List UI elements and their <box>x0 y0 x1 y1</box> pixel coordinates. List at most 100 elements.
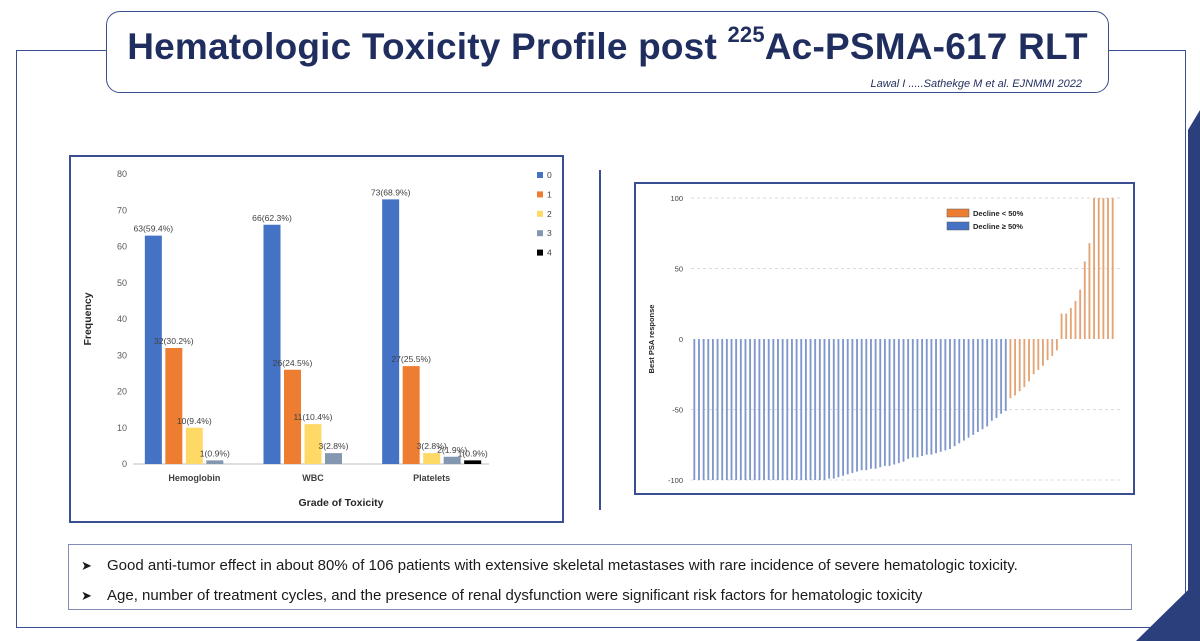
bar-series-0 <box>382 199 400 464</box>
waterfall-bar <box>814 339 817 480</box>
waterfall-bar <box>711 339 714 480</box>
y-tick-label: 50 <box>675 265 683 274</box>
y-tick-label: 0 <box>679 335 683 344</box>
bar-series-0 <box>263 224 281 464</box>
waterfall-bar <box>967 339 970 438</box>
waterfall-bar <box>1042 339 1044 366</box>
waterfall-bar <box>972 339 975 435</box>
y-tick-label: 40 <box>117 314 127 324</box>
waterfall-bar <box>851 339 854 473</box>
waterfall-bar <box>818 339 821 480</box>
waterfall-bar <box>763 339 765 480</box>
waterfall-bar <box>962 339 965 441</box>
waterfall-bar <box>842 339 845 476</box>
waterfall-bar <box>786 339 789 480</box>
waterfall-bar <box>800 339 803 480</box>
y-tick-label: 70 <box>117 205 127 215</box>
waterfall-bar <box>995 339 998 418</box>
waterfall-bar <box>990 339 993 421</box>
waterfall-bar <box>809 339 812 480</box>
waterfall-bar <box>976 339 979 433</box>
waterfall-bar <box>725 339 728 480</box>
title-rest: Ac-PSMA-617 RLT <box>764 26 1088 67</box>
waterfall-bar <box>1074 300 1077 339</box>
y-tick-label: 30 <box>117 350 127 360</box>
waterfall-bar <box>1000 339 1003 414</box>
x-tick-label: Hemoglobin <box>168 473 220 483</box>
waterfall-bar <box>870 339 872 469</box>
y-tick-label: 100 <box>670 194 683 203</box>
y-tick-label: 0 <box>122 459 127 469</box>
corner-decoration <box>1136 110 1200 641</box>
legend-swatch <box>537 191 543 198</box>
waterfall-bar <box>753 339 756 480</box>
data-label: 66(62.3%) <box>252 213 292 223</box>
waterfall-bar <box>730 339 733 480</box>
waterfall-bar <box>925 339 928 455</box>
waterfall-bar <box>888 339 891 466</box>
waterfall-bar <box>935 339 937 454</box>
y-tick-label: 50 <box>117 278 127 288</box>
y-axis-title: Best PSA response <box>647 305 656 374</box>
waterfall-bar <box>1093 198 1096 339</box>
data-label: 1(0.9%) <box>200 448 230 458</box>
waterfall-bar <box>1004 339 1007 411</box>
legend-swatch <box>946 208 970 218</box>
waterfall-bar <box>1046 339 1049 361</box>
waterfall-bar <box>1069 307 1072 339</box>
y-tick-label: -50 <box>672 406 683 415</box>
legend-swatch <box>537 230 543 237</box>
summary-bullets: ➤ Good anti-tumor effect in about 80% of … <box>68 544 1132 610</box>
waterfall-bar <box>707 339 710 480</box>
data-label: 32(30.2%) <box>154 336 194 346</box>
x-axis-title: Grade of Toxicity <box>299 497 384 509</box>
waterfall-bar <box>879 339 882 468</box>
bar-series-1 <box>402 366 420 464</box>
citation: Lawal I .....Sathekge M et al. EJNMMI 20… <box>870 78 1082 90</box>
bar-series-3 <box>206 460 224 464</box>
x-tick-label: WBC <box>302 473 324 483</box>
waterfall-bar <box>958 339 961 444</box>
waterfall-bar <box>828 339 831 479</box>
y-tick-label: 10 <box>117 423 127 433</box>
waterfall-bar <box>767 339 770 480</box>
x-tick-label: Platelets <box>413 473 450 483</box>
data-label: 10(9.4%) <box>177 416 212 426</box>
waterfall-bar <box>865 339 868 471</box>
legend-label: Decline ≥ 50% <box>973 222 1023 231</box>
waterfall-bar <box>1107 198 1109 339</box>
waterfall-bar <box>749 339 752 480</box>
waterfall-bar <box>772 339 775 480</box>
y-tick-label: 20 <box>117 387 127 397</box>
bullet-text: Good anti-tumor effect in about 80% of 1… <box>107 557 1018 574</box>
waterfall-bar <box>883 339 886 466</box>
arrow-bullet-icon: ➤ <box>81 588 92 603</box>
data-label: 2(1.9%) <box>437 445 467 455</box>
waterfall-bar <box>1028 339 1030 382</box>
data-label: 63(59.4%) <box>134 224 174 234</box>
waterfall-bar <box>698 339 700 480</box>
legend-swatch <box>537 249 543 256</box>
waterfall-bar <box>1097 198 1100 339</box>
bar-series-0 <box>144 235 162 464</box>
bullet-text: Age, number of treatment cycles, and the… <box>107 587 923 604</box>
waterfall-bar <box>902 339 905 462</box>
waterfall-bar <box>1083 261 1086 339</box>
waterfall-bar <box>744 339 747 480</box>
waterfall-bar <box>1051 339 1054 356</box>
toxicity-chart-svg: 0102030405060708063(59.4%)32(30.2%)10(9.… <box>82 169 552 509</box>
waterfall-bar <box>1065 313 1068 339</box>
legend-label: Decline < 50% <box>973 209 1024 218</box>
waterfall-bar <box>949 339 951 449</box>
legend-swatch <box>537 210 543 217</box>
bar-series-2 <box>185 427 203 464</box>
legend-swatch <box>946 221 970 231</box>
y-tick-label: 80 <box>117 169 127 179</box>
waterfall-bar <box>781 339 784 480</box>
waterfall-bar <box>944 339 947 451</box>
waterfall-bar <box>758 339 761 480</box>
waterfall-bar <box>804 339 807 480</box>
waterfall-bar <box>1088 243 1091 339</box>
title-main: Hematologic Toxicity Profile post <box>127 26 728 67</box>
waterfall-bar <box>939 339 942 452</box>
